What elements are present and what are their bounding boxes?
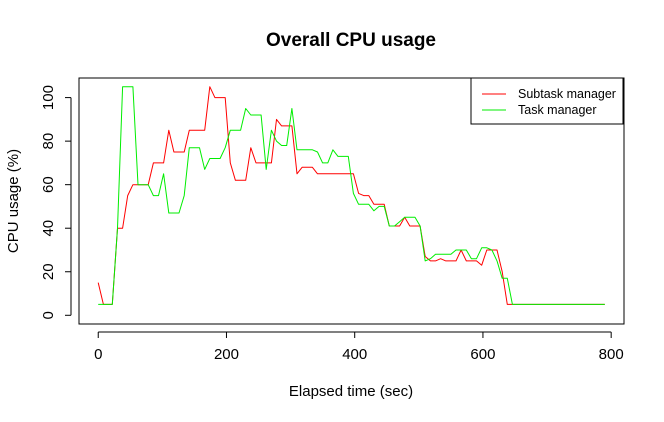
y-tick-label: 0 — [40, 311, 57, 319]
x-tick-label: 200 — [214, 346, 239, 363]
y-tick-label: 20 — [40, 263, 57, 280]
legend-box — [470, 77, 624, 125]
y-axis-label: CPU usage (%) — [5, 149, 22, 253]
x-tick-label: 800 — [599, 346, 624, 363]
x-tick-label: 600 — [470, 346, 495, 363]
y-tick-label: 60 — [40, 176, 57, 193]
chart-title: Overall CPU usage — [266, 30, 436, 51]
series-line-subtask-manager — [97, 86, 605, 305]
legend-label-subtask-manager: Subtask manager — [518, 87, 616, 101]
x-axis: 0 200 400 600 800 — [94, 331, 624, 363]
y-axis: 0 20 40 60 80 100 — [40, 85, 72, 319]
y-tick-label: 100 — [40, 85, 57, 110]
y-tick-label: 40 — [40, 220, 57, 237]
x-tick-label: 400 — [342, 346, 367, 363]
legend: Subtask manager Task manager — [470, 77, 624, 125]
legend-label-task-manager: Task manager — [518, 103, 597, 117]
plot-frame — [78, 77, 625, 325]
y-tick-label: 80 — [40, 133, 57, 150]
x-tick-label: 0 — [94, 346, 102, 363]
series-line-task-manager — [98, 86, 605, 305]
series-layer — [97, 86, 605, 305]
x-axis-label: Elapsed time (sec) — [289, 383, 413, 400]
